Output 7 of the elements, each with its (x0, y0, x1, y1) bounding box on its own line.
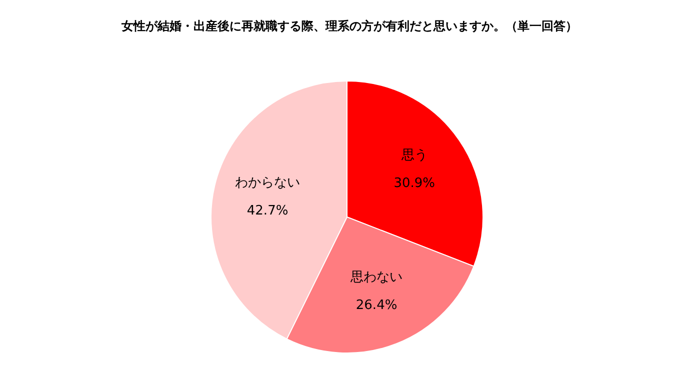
data-label: 42.7% (246, 203, 288, 218)
data-label: 30.9% (394, 176, 435, 191)
chart-title: 女性が結婚・出産後に再就職する際、理系の方が有利だと思いますか。（単一回答） (120, 19, 578, 33)
data-label: 26.4% (356, 298, 398, 314)
slice-label: 思わない (350, 270, 403, 286)
slice-label: 思う (400, 148, 428, 163)
slice-label: わからない (235, 175, 300, 190)
